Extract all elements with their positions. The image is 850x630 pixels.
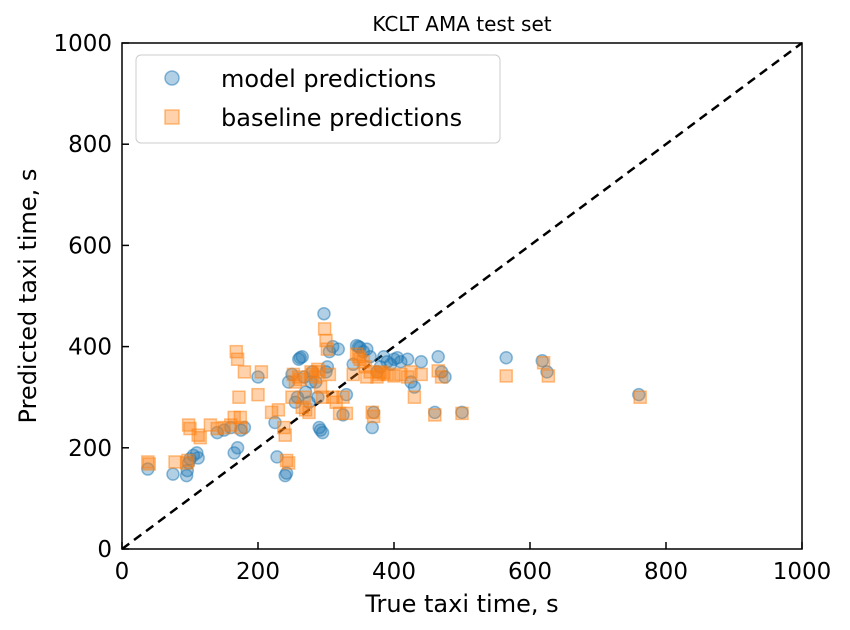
legend-label-model: model predictions xyxy=(221,65,436,93)
data-point-baseline xyxy=(332,406,347,421)
legend: model predictions baseline predictions xyxy=(135,54,501,144)
data-point-baseline xyxy=(365,405,379,420)
data-point-baseline xyxy=(536,356,551,370)
data-point-baseline xyxy=(281,456,296,470)
data-point-baseline xyxy=(254,365,269,379)
data-point-baseline xyxy=(302,405,316,420)
data-point-baseline xyxy=(358,360,373,374)
data-point-baseline xyxy=(414,367,428,382)
data-point-baseline xyxy=(142,457,156,471)
data-point-baseline xyxy=(168,455,182,469)
data-point-model xyxy=(141,462,155,476)
data-point-baseline xyxy=(210,421,224,436)
plot-area: 0 200 400 600 800 1000 0 200 400 600 800 1000 xyxy=(53,31,831,585)
y-tick-label: 1000 xyxy=(53,31,112,57)
identity-line xyxy=(121,41,803,551)
data-point-model xyxy=(230,441,245,455)
data-point-baseline xyxy=(230,352,245,366)
data-point-baseline xyxy=(380,367,394,382)
data-point-baseline xyxy=(404,365,418,379)
data-point-baseline xyxy=(322,367,337,382)
data-point-model xyxy=(400,352,415,366)
plot-frame xyxy=(121,42,803,550)
data-point-baseline xyxy=(387,369,401,383)
data-point-model xyxy=(499,350,513,365)
data-point-baseline xyxy=(251,387,265,402)
data-point-baseline xyxy=(233,410,248,425)
x-tick-label: 1000 xyxy=(773,559,832,585)
data-point-baseline xyxy=(229,344,243,359)
x-tick-label: 600 xyxy=(508,559,552,585)
data-point-baseline xyxy=(193,430,207,445)
x-tick-label: 200 xyxy=(236,559,280,585)
data-point-baseline xyxy=(271,403,286,417)
x-axis-label: True taxi time, s xyxy=(364,590,558,618)
data-point-baseline xyxy=(366,409,381,424)
data-point-model xyxy=(166,467,180,481)
data-point-baseline xyxy=(499,369,513,383)
data-point-baseline xyxy=(339,406,354,421)
y-tick-label: 0 xyxy=(97,537,112,563)
data-point-baseline xyxy=(320,342,335,356)
data-point-baseline xyxy=(234,420,248,435)
x-tick-label: 0 xyxy=(115,559,130,585)
data-point-baseline xyxy=(297,390,311,404)
data-point-model xyxy=(331,342,345,356)
data-point-baseline xyxy=(313,380,328,394)
data-point-model xyxy=(365,420,379,435)
data-point-baseline xyxy=(633,390,647,404)
data-point-baseline xyxy=(434,370,449,384)
legend-marker-model xyxy=(164,70,180,86)
legend-box xyxy=(135,54,501,144)
chart-title: KCLT AMA test set xyxy=(372,12,551,36)
x-tick-label: 400 xyxy=(372,559,416,585)
data-point-baseline xyxy=(356,355,371,369)
legend-label-baseline: baseline predictions xyxy=(221,104,462,132)
data-point-baseline xyxy=(232,390,246,404)
data-point-baseline xyxy=(277,420,291,435)
data-point-model xyxy=(315,425,330,440)
data-point-baseline xyxy=(237,365,252,379)
data-point-baseline xyxy=(315,390,330,404)
data-point-baseline xyxy=(541,369,556,383)
data-point-baseline xyxy=(329,395,343,410)
data-point-baseline xyxy=(346,367,360,382)
y-tick-label: 200 xyxy=(68,436,112,462)
data-point-baseline xyxy=(428,408,442,422)
data-point-baseline xyxy=(181,453,195,468)
y-tick-label: 600 xyxy=(68,233,112,259)
data-point-model xyxy=(295,349,309,364)
data-point-baseline xyxy=(317,322,332,336)
data-point-model xyxy=(407,380,422,394)
data-point-baseline xyxy=(141,455,155,469)
data-point-baseline xyxy=(336,390,350,404)
data-point-baseline xyxy=(455,406,469,421)
y-axis-label: Predicted taxi time, s xyxy=(14,169,42,424)
data-point-model xyxy=(535,354,549,368)
data-point-model xyxy=(317,306,331,321)
data-point-baseline xyxy=(312,365,326,379)
y-tick-label: 800 xyxy=(68,132,112,158)
legend-marker-baseline xyxy=(164,109,180,125)
data-point-model xyxy=(431,349,445,364)
x-tick-label: 800 xyxy=(644,559,688,585)
data-point-baseline xyxy=(407,390,422,404)
y-tick-label: 400 xyxy=(68,335,112,361)
data-point-baseline xyxy=(278,428,292,442)
